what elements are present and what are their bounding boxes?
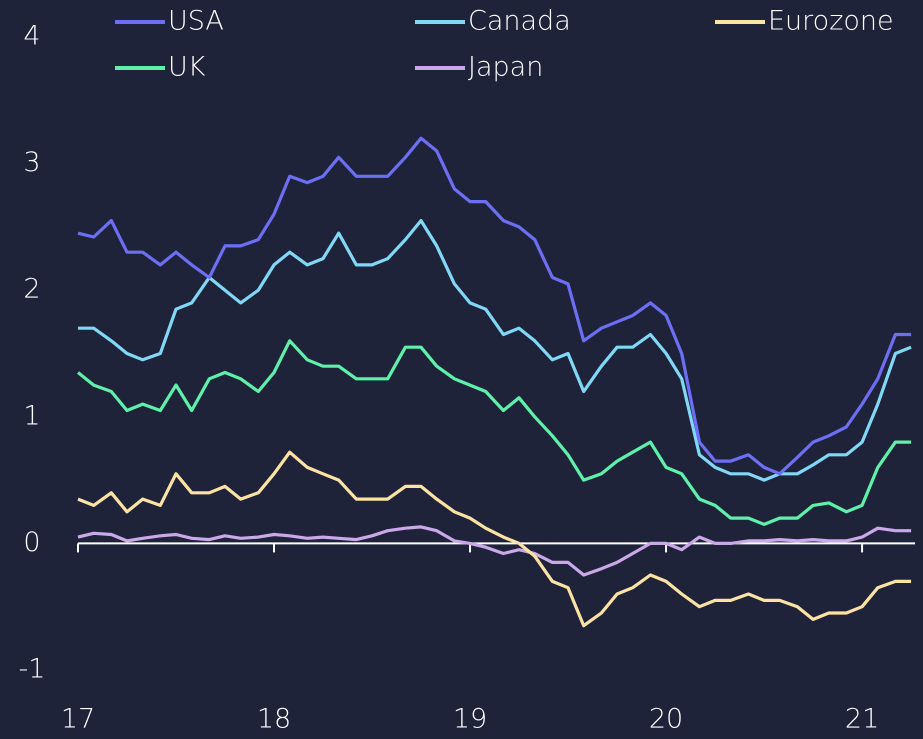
series-line	[77, 450, 912, 628]
y-tick-label: 0	[23, 527, 40, 558]
legend-label: UK	[168, 52, 206, 83]
legend-label: Eurozone	[768, 6, 894, 37]
y-tick-label: 1	[23, 400, 40, 431]
legend-label: Canada	[468, 6, 571, 37]
series-line	[77, 525, 912, 577]
y-tick-label: 3	[23, 147, 40, 178]
y-tick-label: 4	[23, 21, 40, 52]
legend-label: USA	[168, 6, 224, 37]
series-line	[76, 339, 912, 526]
y-tick-label: -1	[19, 654, 46, 685]
x-tick-label: 18	[257, 704, 291, 735]
series-line	[78, 219, 912, 482]
x-tick-label: 19	[453, 704, 487, 735]
x-tick-label: 20	[649, 704, 683, 735]
x-tick-label: 21	[845, 704, 879, 735]
y-tick-label: 2	[23, 274, 40, 305]
x-tick-label: 17	[61, 704, 95, 735]
series-line	[77, 136, 912, 476]
legend-label: Japan	[468, 52, 543, 83]
